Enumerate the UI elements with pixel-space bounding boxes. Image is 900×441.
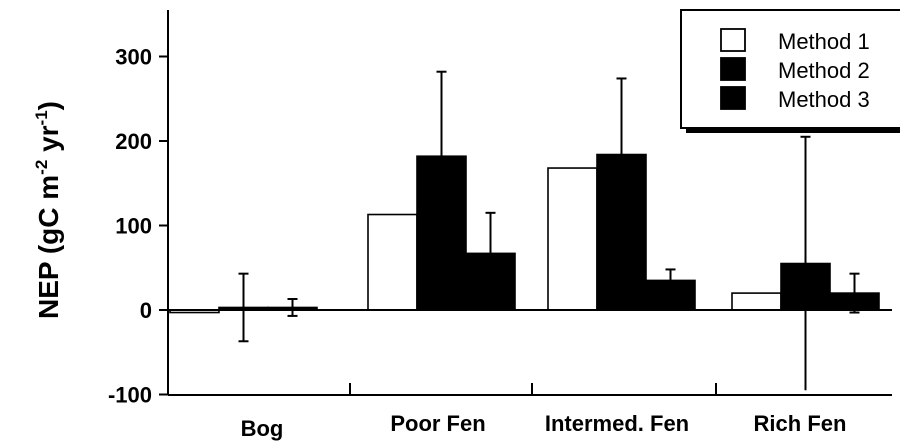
bar-poor-fen-method-1 <box>367 213 418 311</box>
y-tick-label--100: -100 <box>108 383 152 408</box>
legend-label-method-2: Method 2 <box>778 58 870 83</box>
legend-swatch-method-3 <box>720 86 746 110</box>
x-category-label-bog: Bog <box>241 416 284 441</box>
y-tick-label-200: 200 <box>115 129 152 154</box>
bar-intermed-fen-method-1 <box>547 167 598 311</box>
y-tick-label-100: 100 <box>115 214 152 239</box>
legend-label-method-1: Method 1 <box>778 29 870 54</box>
x-category-label-rich-fen: Rich Fen <box>754 411 847 436</box>
y-tick-label-0: 0 <box>140 298 152 323</box>
y-tick-label-300: 300 <box>115 45 152 70</box>
legend: Method 1 Method 2 Method 3 <box>680 9 900 133</box>
x-category-label-intermed-fen: Intermed. Fen <box>545 411 689 436</box>
legend-swatch-method-2 <box>720 57 746 81</box>
bar-rich-fen-method-1 <box>731 292 782 311</box>
plot-area: -100 0 100 200 300 Bog Poor Fen Intermed. Fen Ri… <box>108 10 892 441</box>
y-axis-label: NEP (gC m-2 yr-1) <box>32 101 64 319</box>
x-category-label-poor-fen: Poor Fen <box>390 411 485 436</box>
legend-swatch-method-1 <box>720 28 746 52</box>
legend-box <box>680 9 900 129</box>
legend-label-method-3: Method 3 <box>778 87 870 112</box>
